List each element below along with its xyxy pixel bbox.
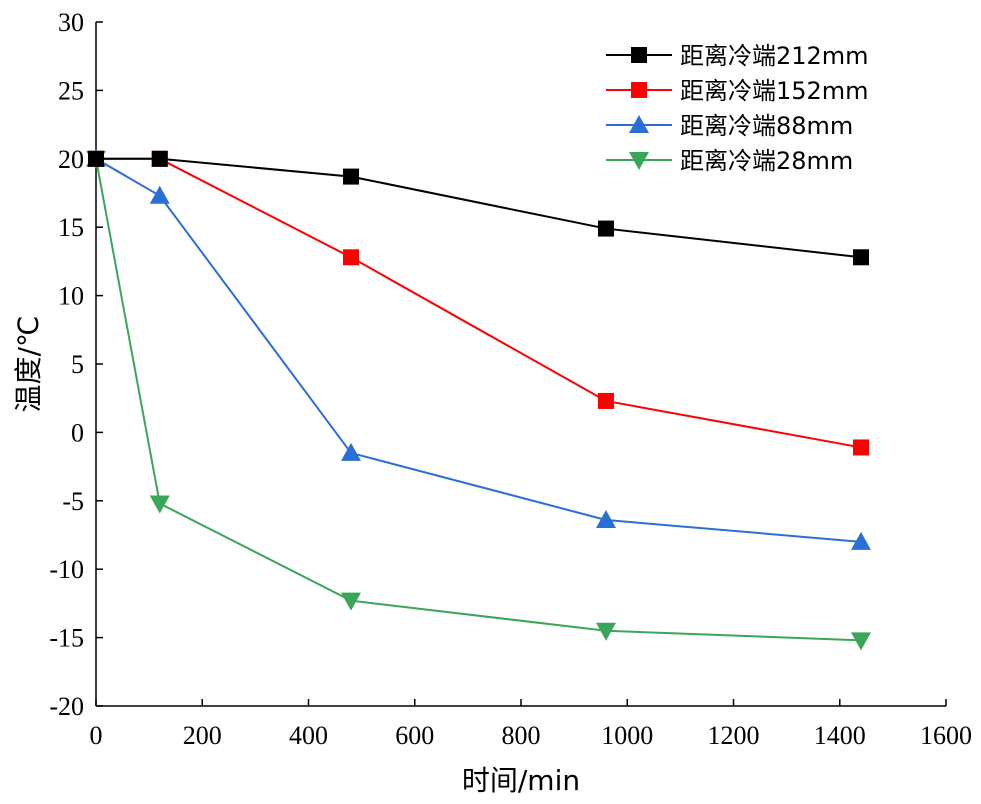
data-point [343,168,359,185]
y-tick-label: 0 [71,418,84,447]
y-tick-label: -10 [49,555,84,584]
legend: 距离冷端212mm 距离冷端152mm 距离冷端88mm 距离冷端28mm [606,42,869,175]
data-point [598,392,614,409]
data-point [88,150,104,167]
data-point [851,632,871,651]
y-tick-label: -20 [49,692,84,721]
y-tick-label: 10 [58,282,84,311]
legend-marker [629,115,649,133]
y-axis-title: 温度/℃ [12,316,45,413]
series-距离冷端88mm [86,148,871,550]
y-tick-label: 30 [58,8,84,37]
y-tick-label: 25 [58,76,84,105]
data-point [853,439,869,456]
legend-item: 距离冷端88mm [606,112,853,140]
legend-marker [629,152,649,170]
data-point [151,150,168,167]
series-距离冷端212mm [88,150,869,266]
data-point [596,622,616,641]
legend-label: 距离冷端212mm [680,42,869,70]
y-tick-label: 5 [71,350,84,379]
x-tick-label: 1400 [814,721,866,750]
x-tick-label: 600 [395,721,434,750]
legend-item: 距离冷端152mm [606,77,869,105]
data-point [598,220,614,237]
series-距离冷端28mm [86,150,871,651]
data-point [851,531,871,550]
legend-item: 距离冷端28mm [606,147,853,175]
data-point [341,442,361,461]
legend-item: 距离冷端212mm [606,42,869,70]
y-tick-label: -15 [49,624,84,653]
data-point [149,185,170,204]
series-line [95,157,862,543]
legend-label: 距离冷端152mm [680,77,869,105]
legend-label: 距离冷端28mm [680,147,853,175]
x-axis-title: 时间/min [462,764,580,797]
x-tick-label: 400 [289,721,328,750]
x-tick-label: 800 [502,721,541,750]
y-tick-label: 15 [58,213,84,242]
x-tick-label: 1600 [920,721,972,750]
x-tick-label: 0 [90,721,103,750]
data-point [341,592,361,611]
y-tick-label: 20 [58,145,84,174]
data-point [149,495,170,514]
x-tick-label: 200 [183,721,222,750]
data-point [343,249,359,266]
series-layer [86,148,871,651]
data-point [596,509,616,528]
x-tick-label: 1000 [601,721,653,750]
series-line [95,158,862,642]
legend-marker [631,82,647,98]
series-距离冷端152mm [88,150,869,456]
legend-marker [631,47,647,63]
legend-label: 距离冷端88mm [680,112,853,140]
axes: 0 200 400 600 800 1000 1200 1400 1600-20-15-10-5… [49,8,972,750]
x-tick-label: 1200 [708,721,760,750]
y-tick-label: -5 [62,487,84,516]
data-point [853,249,869,266]
